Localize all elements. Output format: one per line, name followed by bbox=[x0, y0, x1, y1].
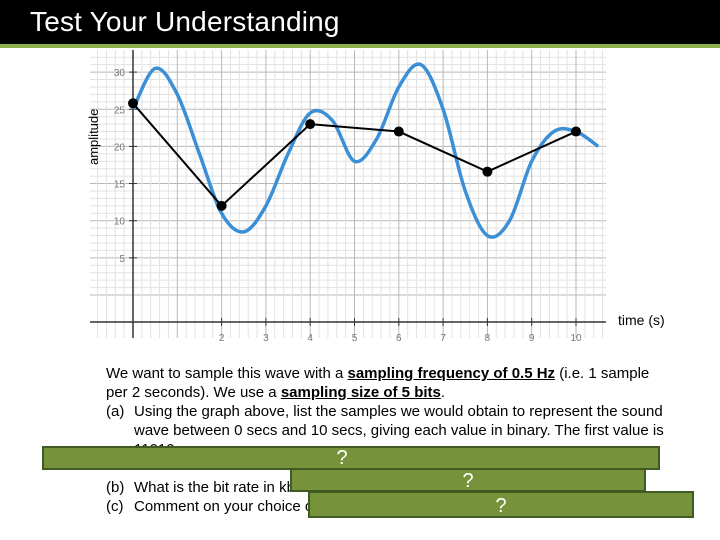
answer-box-a[interactable]: ? bbox=[42, 446, 660, 470]
sample-point bbox=[305, 119, 316, 130]
sample-point bbox=[482, 166, 493, 177]
y-tick-label: 30 bbox=[114, 68, 126, 79]
answer-box-c[interactable]: ? bbox=[308, 491, 694, 518]
sample-point bbox=[571, 126, 581, 137]
title-bar: Test Your Understanding bbox=[0, 0, 720, 48]
x-tick-label: 5 bbox=[352, 333, 358, 344]
y-tick-label: 20 bbox=[114, 142, 126, 153]
sample-point bbox=[393, 126, 404, 137]
answer-box-b[interactable]: ? bbox=[290, 468, 646, 492]
x-axis-label: time (s) bbox=[618, 312, 665, 328]
question-intro: We want to sample this wave with a sampl… bbox=[106, 365, 650, 401]
question-text: We want to sample this wave with a sampl… bbox=[106, 364, 666, 516]
x-tick-label: 8 bbox=[485, 333, 491, 344]
wave-chart: 51015202530352345678910 bbox=[90, 50, 606, 344]
x-tick-label: 2 bbox=[219, 333, 225, 344]
chart-series bbox=[128, 62, 600, 239]
slide-title: Test Your Understanding bbox=[30, 6, 340, 37]
y-tick-label: 5 bbox=[119, 254, 125, 265]
x-tick-label: 3 bbox=[263, 333, 269, 344]
x-tick-label: 10 bbox=[570, 333, 582, 344]
wave-series-line bbox=[131, 62, 600, 239]
x-tick-label: 7 bbox=[440, 333, 446, 344]
chart-axes bbox=[90, 50, 606, 338]
sample-point bbox=[128, 98, 138, 109]
sample-series-line bbox=[132, 102, 577, 208]
question-item-b: (b) What is the bit rate in kbit/s? bbox=[106, 479, 323, 496]
sample-point bbox=[216, 200, 227, 211]
x-tick-label: 4 bbox=[307, 333, 313, 344]
y-tick-label: 25 bbox=[114, 105, 126, 116]
x-tick-label: 9 bbox=[529, 333, 535, 344]
chart-grid bbox=[90, 50, 606, 338]
y-tick-label: 10 bbox=[114, 217, 126, 228]
y-tick-label: 15 bbox=[114, 180, 126, 191]
y-axis-label: amplitude bbox=[86, 108, 101, 165]
question-item-a: (a) Using the graph above, list the sampl… bbox=[106, 403, 664, 458]
x-tick-label: 6 bbox=[396, 333, 402, 344]
chart-ticks: 51015202530352345678910 bbox=[114, 68, 582, 344]
